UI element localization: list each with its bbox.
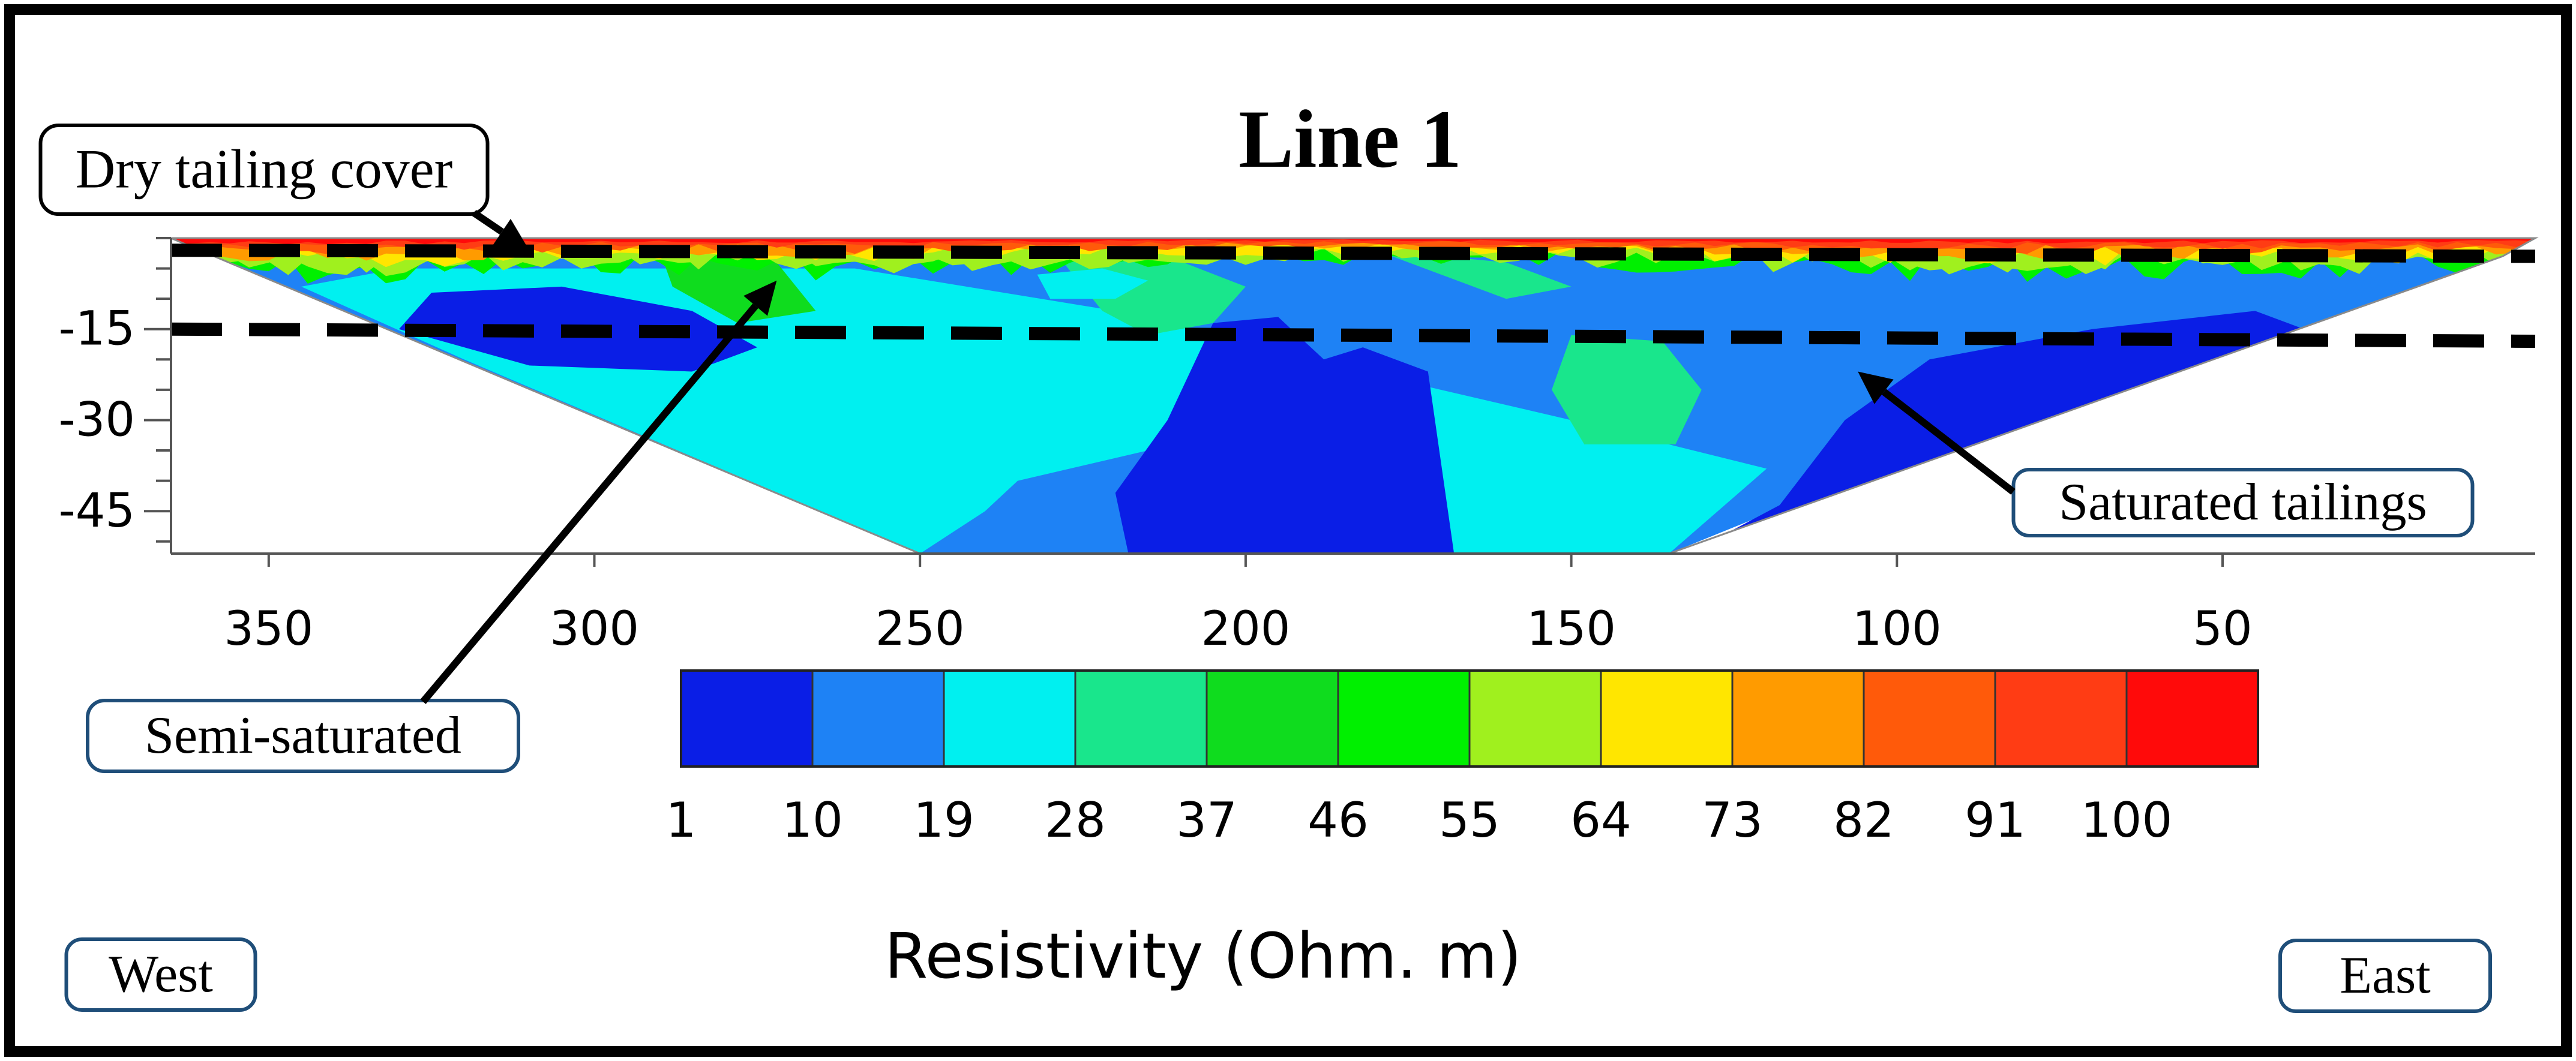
colorbar-tick-label: 10 [782, 792, 843, 848]
colorbar-swatch-7 [1601, 671, 1732, 767]
resistivity-zone-10 [1376, 250, 1572, 299]
colorbar-tick-label: 100 [2081, 792, 2173, 848]
colorbar-swatch-10 [1995, 671, 2127, 767]
annotation-label-4: East [2340, 946, 2431, 1005]
annotation-label-2: Saturated tailings [2059, 473, 2427, 531]
y-tick-label: -45 [59, 484, 135, 538]
annotation-label-1: Semi-saturated [145, 707, 461, 765]
boundary-saturated-top [170, 322, 2536, 348]
colorbar-label: Resistivity (Ohm. m) [884, 919, 1522, 993]
resistivity-zone-4 [1115, 317, 1455, 554]
colorbar-swatch-5 [1338, 671, 1470, 767]
colorbar-swatch-2 [944, 671, 1075, 767]
annotation-box-4 [2278, 939, 2492, 1013]
colorbar-swatch-4 [1207, 671, 1338, 767]
annotation-arrow-shaft-0 [472, 210, 504, 235]
y-tick-label: -15 [59, 302, 135, 356]
boundary-dry-cover-base [170, 244, 2536, 263]
x-tick-label: 100 [1852, 602, 1942, 656]
annotation-box-0 [38, 124, 490, 216]
colorbar-swatch-0 [681, 671, 812, 767]
annotation-box-2 [2011, 468, 2475, 537]
colorbar-tick-label: 64 [1570, 792, 1632, 848]
layer-boundaries [170, 244, 2536, 348]
surface-layer-band-7 [171, 238, 2535, 245]
annotation-box-1 [86, 699, 520, 773]
resistivity-zone-6 [1552, 335, 1702, 444]
x-tick-label: 350 [224, 602, 313, 656]
section-outline [170, 237, 2539, 555]
resistivity-section [171, 238, 2535, 554]
x-tick-label: 300 [550, 602, 639, 656]
x-tick-label: 50 [2193, 602, 2252, 656]
chart-title: Line 1 [1238, 93, 1462, 185]
colorbar-tick-label: 46 [1308, 792, 1369, 848]
colorbar: 1 10 19 28 37 46 55 64 73 82 91 100 [666, 669, 2259, 848]
colorbar-swatch-3 [1075, 671, 1207, 767]
annotation-label-0: Dry tailing cover [76, 138, 452, 199]
resistivity-zone-9 [1037, 268, 1148, 299]
colorbar-tick-label: 82 [1833, 792, 1894, 848]
colorbar-tick-label: 37 [1176, 792, 1237, 848]
x-tick-label: 250 [875, 602, 965, 656]
colorbar-tick-label: 91 [1965, 792, 2026, 848]
colorbar-tick-label: 19 [913, 792, 974, 848]
annotation-arrow-head-1 [743, 280, 777, 316]
annotations: Dry tailing cover Semi-saturated Saturated… [38, 124, 2492, 1013]
colorbar-frame [680, 669, 2259, 768]
annotation-label-3: West [109, 945, 213, 1003]
colorbar-swatch-6 [1470, 671, 1601, 767]
plot-area: -15 -30 -45 350 300 250 200 150 100 50 [59, 237, 2539, 656]
colorbar-swatch-9 [1864, 671, 1995, 767]
colorbar-tick-label: 28 [1045, 792, 1106, 848]
colorbar-swatch-11 [2127, 671, 2258, 767]
x-tick-label: 150 [1527, 602, 1616, 656]
colorbar-tick-label: 73 [1702, 792, 1763, 848]
colorbar-tick-label: 1 [666, 792, 697, 848]
annotation-arrow-head-2 [1858, 371, 1894, 404]
colorbar-swatch-8 [1732, 671, 1864, 767]
y-tick-label: -30 [59, 393, 135, 447]
axes: -15 -30 -45 350 300 250 200 150 100 50 [59, 237, 2535, 656]
x-tick-label: 200 [1201, 602, 1290, 656]
annotation-arrow-shaft-1 [420, 303, 758, 704]
annotation-arrow-shaft-2 [1881, 389, 2016, 495]
colorbar-tick-label: 55 [1439, 792, 1500, 848]
colorbar-swatch-1 [812, 671, 944, 767]
annotation-arrow-head-0 [493, 218, 529, 251]
annotation-box-3 [64, 937, 257, 1012]
